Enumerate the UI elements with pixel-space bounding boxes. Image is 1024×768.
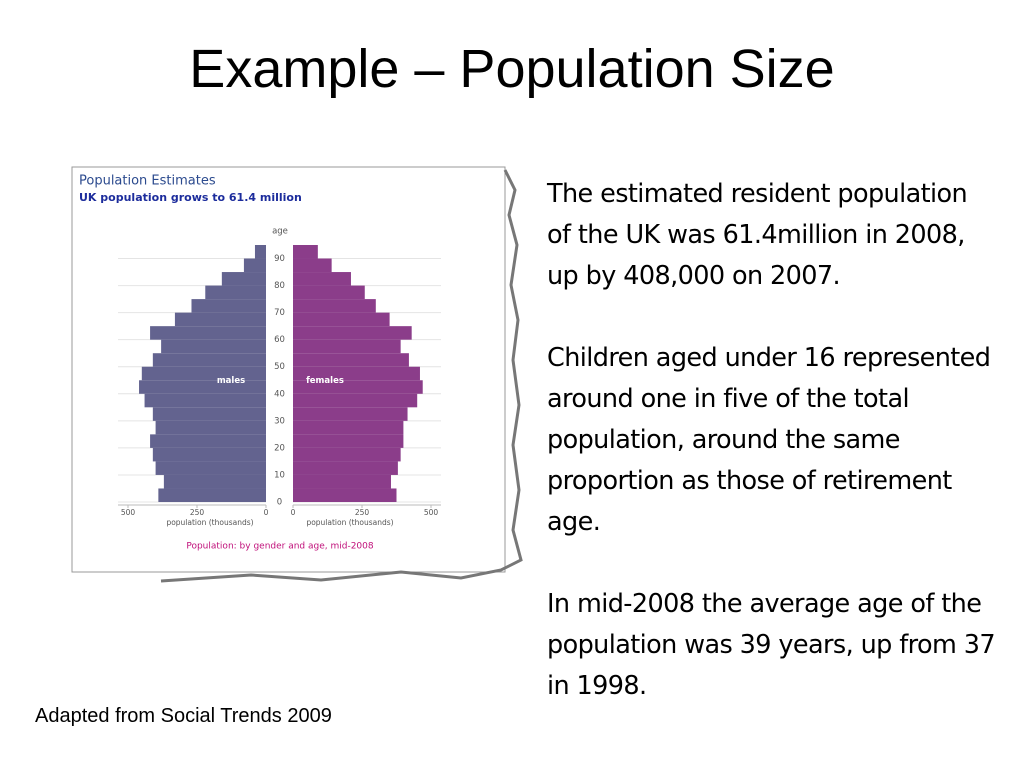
bar (293, 326, 412, 340)
bar (293, 420, 404, 435)
bar (293, 339, 401, 354)
bar (191, 299, 266, 313)
y-tick-label: 60 (274, 335, 285, 345)
bar (139, 380, 266, 394)
bar (293, 407, 408, 421)
x-axis-label: population (thousands) (166, 518, 253, 527)
chart-caption: Population: by gender and age, mid-2008 (186, 542, 374, 552)
series-label: males (217, 376, 245, 386)
bar (152, 407, 266, 421)
bar (293, 461, 398, 475)
bar (174, 312, 266, 327)
paragraph: In mid-2008 the average age of the popul… (547, 589, 996, 701)
bar (293, 447, 401, 462)
bar (221, 272, 266, 286)
x-tick-label: 250 (355, 508, 370, 517)
y-tick-label: 30 (274, 416, 285, 426)
chart-frame (71, 166, 506, 573)
bar (293, 434, 404, 448)
x-tick-label: 500 (121, 508, 136, 517)
bar (293, 285, 365, 300)
x-tick-label: 0 (264, 508, 269, 517)
x-tick-label: 250 (190, 508, 205, 517)
y-axis-label: age (272, 227, 288, 237)
bar (254, 245, 266, 259)
paragraph: Children aged under 16 represented aroun… (547, 343, 991, 537)
y-tick-label: 50 (274, 362, 285, 372)
bar (158, 488, 266, 502)
y-tick-label: 70 (274, 308, 285, 318)
bar (150, 434, 266, 448)
y-tick-label: 0 (277, 498, 282, 508)
x-tick-label: 500 (424, 508, 439, 517)
chart-title: Population Estimates (79, 174, 216, 189)
bar (293, 474, 391, 489)
chart-subtitle: UK population grows to 61.4 million (79, 191, 302, 204)
y-tick-label: 80 (274, 281, 285, 291)
y-tick-label: 10 (274, 470, 285, 480)
y-tick-label: 90 (274, 254, 285, 264)
bar (293, 312, 390, 327)
x-tick-label: 0 (291, 508, 296, 517)
y-tick-label: 40 (274, 389, 285, 399)
bar (293, 380, 423, 394)
y-tick-label: 20 (274, 443, 285, 453)
source-note: Adapted from Social Trends 2009 (35, 705, 332, 727)
slide-title: Example – Population Size (189, 39, 835, 99)
bar (205, 285, 266, 300)
bar (293, 488, 397, 502)
bar (293, 258, 332, 273)
bar (144, 393, 266, 408)
bar (293, 245, 318, 259)
bar (293, 272, 351, 286)
bar (150, 326, 266, 340)
bar (163, 474, 266, 489)
bar (243, 258, 266, 273)
series-label: females (306, 376, 344, 386)
torn-edge (160, 169, 523, 583)
bar (293, 393, 418, 408)
bar (293, 299, 376, 313)
bar (161, 339, 266, 354)
bar (293, 353, 409, 367)
bar (152, 353, 266, 367)
bar (141, 366, 266, 381)
bar (293, 366, 420, 381)
bar (152, 447, 266, 462)
slide-body: The estimated resident population of the… (547, 174, 997, 748)
paragraph: The estimated resident population of the… (547, 179, 968, 291)
bar (155, 420, 266, 435)
x-axis-label: population (thousands) (306, 518, 393, 527)
bar (155, 461, 266, 475)
